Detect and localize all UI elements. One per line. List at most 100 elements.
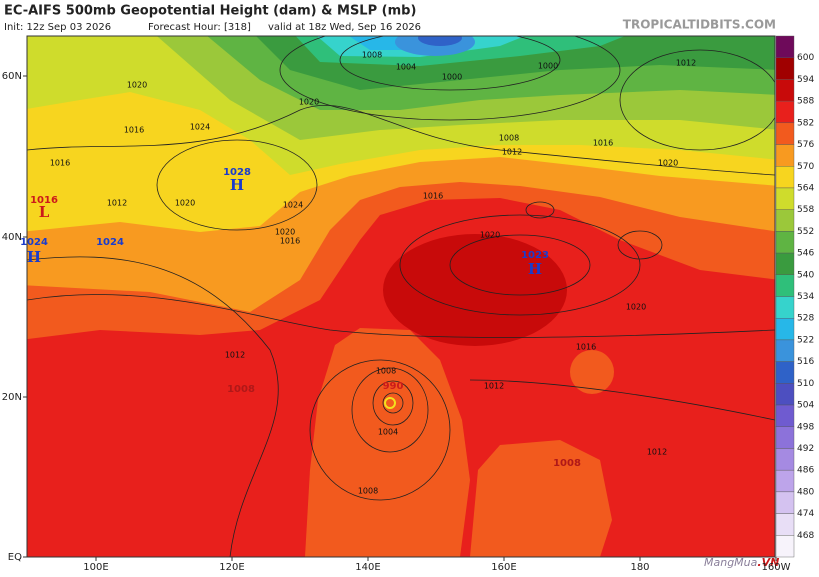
lat-label: 40N [2, 232, 22, 243]
watermark-text: MangMua [704, 556, 758, 569]
lon-label: 100E [83, 562, 108, 573]
colorbar-label: 516 [797, 357, 814, 367]
isobar-label: 1024 [283, 201, 303, 210]
colorbar-label: 588 [797, 97, 814, 107]
isobar [156, 139, 318, 231]
isobar-label: 1016 [423, 192, 443, 201]
colorbar-label: 522 [797, 335, 814, 345]
colorbar-box [775, 361, 795, 384]
colorbar-box [775, 318, 795, 341]
isobar-label: 1012 [676, 59, 696, 68]
center-letter: L [39, 203, 50, 221]
isobar-label: 1012 [484, 382, 504, 391]
colorbar-box [775, 144, 795, 167]
isobar [27, 294, 775, 338]
colorbar-label: 492 [797, 444, 814, 454]
colorbar-label: 480 [797, 487, 814, 497]
colorbar-box [775, 122, 795, 145]
colorbar-box [775, 231, 795, 254]
center-value: 1024 [96, 237, 124, 248]
center-letter: H [230, 176, 244, 194]
isobar [27, 105, 775, 176]
isobar-label: 1012 [647, 448, 667, 457]
center-value: 1008 [227, 384, 255, 395]
colorbar-box [775, 274, 795, 297]
isobar [351, 367, 429, 453]
colorbar-label: 570 [797, 162, 814, 172]
center-letter: H [27, 248, 41, 266]
isobar-label: 1016 [124, 126, 144, 135]
center-value: 990 [383, 381, 404, 392]
lon-label: 160W [762, 562, 791, 573]
colorbar-box [775, 100, 795, 124]
height-band [470, 440, 612, 557]
isobar [382, 392, 404, 414]
colorbar-box [775, 79, 795, 102]
isobar [399, 214, 641, 316]
isobar [617, 230, 663, 260]
colorbar-label: 528 [797, 314, 814, 324]
center-value: 1016 [30, 195, 58, 206]
colorbar-box [775, 404, 795, 427]
isobar [525, 201, 555, 219]
isobar [449, 234, 591, 296]
isobar-label: 1016 [576, 343, 596, 352]
colorbar-label: 504 [797, 401, 814, 411]
colorbar-label: 564 [797, 183, 814, 193]
colorbar-box [775, 535, 795, 558]
isobar-label: 1012 [225, 351, 245, 360]
isobar-label: 1008 [362, 51, 382, 60]
lat-label: EQ [8, 552, 22, 563]
isobar [279, 36, 621, 121]
colorbar-label: 576 [797, 140, 814, 150]
colorbar-box [775, 491, 795, 514]
isobar-label: 1004 [378, 428, 398, 437]
isobar-label: 1020 [658, 159, 678, 168]
isobar-label: 1008 [376, 367, 396, 376]
isobar-label: 1020 [175, 199, 195, 208]
title: EC-AIFS 500mb Geopotential Height (dam) … [4, 4, 416, 19]
isobar-label: 1016 [593, 139, 613, 148]
map-frame [26, 35, 776, 558]
colorbar-top [775, 35, 795, 58]
colorbar-label: 582 [797, 118, 814, 128]
forecast-hour: Forecast Hour: [318] [148, 22, 251, 33]
isobar [619, 49, 775, 151]
isobar [469, 379, 775, 421]
ridge-core [383, 234, 567, 346]
colorbar-box [775, 339, 795, 362]
colorbar-label: 600 [797, 53, 814, 63]
colorbar-label: 468 [797, 531, 814, 541]
center-letter: H [528, 260, 542, 278]
isobar-label: 1020 [480, 231, 500, 240]
watermark: MangMua.VN [704, 556, 779, 569]
colorbar-label: 540 [797, 270, 814, 280]
isobar-label: 1020 [275, 228, 295, 237]
colorbar-box [775, 426, 795, 449]
height-band [305, 328, 470, 557]
center-value: 1023 [521, 250, 549, 261]
colorbar-box [775, 166, 795, 189]
center-value: 1024 [20, 237, 48, 248]
colorbar-label: 498 [797, 422, 814, 432]
init-time: Init: 12z Sep 03 2026 [4, 22, 111, 33]
colorbar-box [775, 296, 795, 319]
isobar-label: 1020 [299, 98, 319, 107]
colorbar-box [775, 383, 795, 406]
isobar-label: 1020 [127, 81, 147, 90]
colorbar-box [775, 57, 795, 80]
isobar-label: 1004 [396, 63, 416, 72]
colorbar-label: 486 [797, 466, 814, 476]
isobar-label: 1024 [190, 123, 210, 132]
map-area [27, 36, 775, 557]
lon-label: 180 [630, 562, 649, 573]
site-name: TROPICALTIDBITS.COM [623, 18, 776, 32]
isobar-label: 1016 [280, 237, 300, 246]
colorbar-label: 546 [797, 249, 814, 259]
isobar [309, 359, 451, 501]
isobar-label: 1008 [358, 487, 378, 496]
isobar-label: 1000 [442, 73, 462, 82]
valid-time: valid at 18z Wed, Sep 16 2026 [268, 22, 421, 33]
colorbar-label: 474 [797, 509, 814, 519]
